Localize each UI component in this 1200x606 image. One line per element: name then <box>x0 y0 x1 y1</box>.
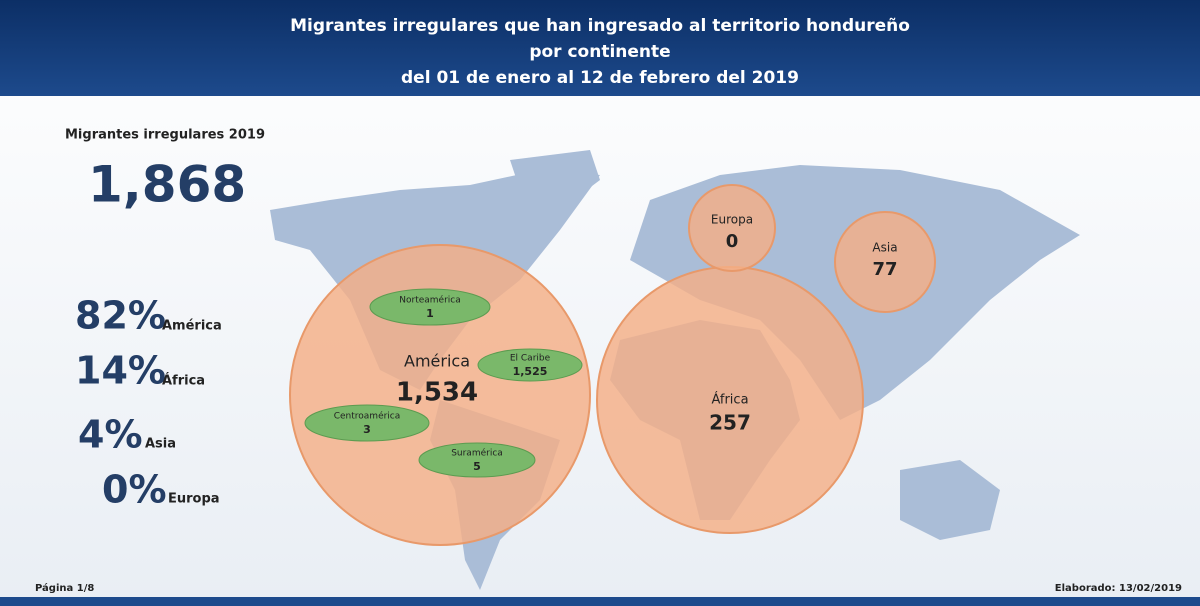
summary-total: 1,868 <box>88 156 246 214</box>
subregion-name: Suramérica <box>451 448 503 459</box>
subregion-name: Norteamérica <box>399 295 461 306</box>
share-continent: América <box>162 319 222 334</box>
share-percent: 14% <box>75 349 166 393</box>
region-value: 257 <box>709 411 751 435</box>
subregion-ellipse <box>418 442 536 478</box>
share-continent: Asia <box>145 437 176 452</box>
subregion-value: 1,525 <box>513 365 548 378</box>
greenland <box>510 150 600 210</box>
region-value: 1,534 <box>396 378 478 408</box>
subregion-name: El Caribe <box>510 354 551 364</box>
region-name: África <box>711 392 748 408</box>
share-percent: 0% <box>102 468 167 512</box>
subregion-ellipse <box>477 348 583 382</box>
region-name: América <box>404 352 470 371</box>
footer-page: Página 1/8 <box>35 582 94 594</box>
region-name: Asia <box>872 241 897 255</box>
region-value: 77 <box>872 259 897 280</box>
europe-bubble <box>688 184 776 272</box>
subregion-value: 1 <box>426 307 434 320</box>
summary-label: Migrantes irregulares 2019 <box>65 128 265 143</box>
share-continent: África <box>162 373 205 389</box>
subregion-name: Centroamérica <box>334 411 401 422</box>
subregion-ellipse <box>369 288 491 326</box>
asia-bubble <box>834 211 936 313</box>
title-line: Migrantes irregulares que han ingresado … <box>290 16 910 36</box>
title-line: del 01 de enero al 12 de febrero del 201… <box>401 68 799 88</box>
share-continent: Europa <box>168 492 220 507</box>
subregion-value: 3 <box>363 423 371 436</box>
region-name: Europa <box>711 213 753 227</box>
subregion-value: 5 <box>473 460 481 473</box>
share-percent: 4% <box>78 413 143 457</box>
header-bar <box>0 0 1200 96</box>
australia <box>900 460 1000 540</box>
footer-date: Elaborado: 13/02/2019 <box>1055 583 1182 594</box>
share-percent: 82% <box>75 294 166 338</box>
footer-bar <box>0 597 1200 606</box>
region-value: 0 <box>726 231 739 252</box>
subregion-ellipse <box>304 404 430 442</box>
title-line: por continente <box>529 42 670 62</box>
